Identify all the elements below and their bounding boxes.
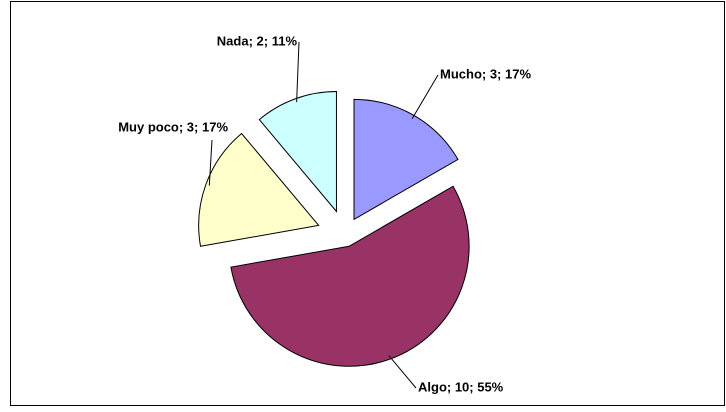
data-label: Nada; 2; 11% [217,33,298,48]
data-label: Mucho; 3; 17% [440,66,531,81]
leader-line [388,355,417,389]
leader-line [411,74,439,119]
pie-slice [198,132,320,247]
leader-line [208,139,213,186]
leader-line [296,41,300,103]
data-label: Algo; 10; 55% [418,379,504,394]
data-label: Muy poco; 3; 17% [118,119,228,134]
pie-slice [258,91,337,213]
pie-slice [230,185,470,367]
